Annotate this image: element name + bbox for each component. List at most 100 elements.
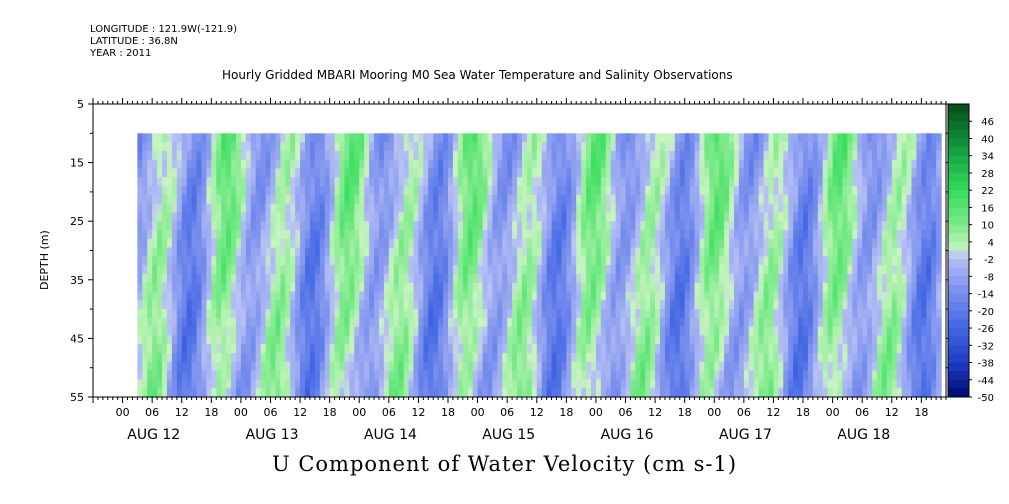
- heatmap-cell: [507, 256, 513, 266]
- heatmap-cell: [477, 247, 484, 257]
- heatmap-cell: [581, 159, 587, 170]
- heatmap-cell: [936, 150, 942, 161]
- heatmap-cell: [605, 309, 612, 319]
- heatmap-cell: [817, 133, 824, 143]
- heatmap-cell: [650, 229, 656, 240]
- heatmap-cell: [418, 361, 424, 372]
- heatmap-cell: [679, 229, 686, 240]
- heatmap-cell: [571, 168, 577, 178]
- heatmap-cell: [832, 142, 839, 152]
- heatmap-cell: [615, 370, 622, 381]
- heatmap-cell: [719, 309, 725, 319]
- heatmap-cell: [916, 203, 922, 214]
- heatmap-cell: [832, 335, 839, 345]
- heatmap-cell: [729, 159, 735, 170]
- heatmap-cell: [305, 388, 311, 398]
- heatmap-cell: [694, 326, 701, 337]
- heatmap-cell: [250, 203, 257, 214]
- heatmap-cell: [571, 194, 577, 205]
- heatmap-cell: [640, 168, 646, 178]
- heatmap-cell: [314, 194, 321, 205]
- heatmap-cell: [260, 388, 267, 398]
- heatmap-cell: [729, 247, 735, 257]
- heatmap-cell: [571, 300, 577, 310]
- heatmap-cell: [349, 309, 355, 319]
- heatmap-cell: [393, 309, 400, 319]
- heatmap-cell: [354, 168, 360, 178]
- heatmap-cell: [147, 221, 153, 231]
- heatmap-cell: [704, 203, 710, 214]
- heatmap-cell: [788, 159, 794, 170]
- heatmap-cell: [319, 273, 326, 284]
- heatmap-cell: [867, 370, 873, 381]
- heatmap-cell: [635, 177, 641, 187]
- heatmap-cell: [605, 370, 612, 381]
- heatmap-cell: [773, 265, 779, 275]
- heatmap-cell: [901, 194, 908, 205]
- heatmap-cell: [374, 203, 380, 214]
- heatmap-cell: [748, 212, 755, 222]
- heatmap-cell: [822, 291, 829, 301]
- heatmap-cell: [521, 291, 528, 301]
- heatmap-cell: [319, 159, 326, 170]
- heatmap-cell: [260, 273, 267, 284]
- heatmap-cell: [265, 177, 272, 187]
- heatmap-cell: [798, 388, 804, 398]
- heatmap-cell: [546, 273, 553, 284]
- heatmap-cell: [916, 309, 922, 319]
- heatmap-cell: [630, 150, 636, 161]
- heatmap-cell: [413, 212, 420, 222]
- heatmap-cell: [418, 282, 424, 293]
- heatmap-cell: [408, 379, 415, 389]
- heatmap-cell: [906, 335, 913, 345]
- heatmap-cell: [334, 291, 341, 301]
- heatmap-cell: [231, 194, 237, 205]
- heatmap-cell: [166, 203, 173, 214]
- heatmap-cell: [521, 300, 528, 310]
- heatmap-cell: [812, 247, 819, 257]
- heatmap-cell: [743, 344, 750, 354]
- heatmap-cell: [876, 177, 883, 187]
- heatmap-cell: [926, 379, 932, 389]
- heatmap-cell: [186, 247, 193, 257]
- heatmap-cell: [753, 168, 760, 178]
- heatmap-cell: [270, 186, 277, 196]
- heatmap-cell: [763, 247, 770, 257]
- heatmap-cell: [502, 212, 508, 222]
- heatmap-cell: [546, 247, 553, 257]
- heatmap-cell: [235, 229, 242, 240]
- heatmap-cell: [684, 291, 691, 301]
- heatmap-cell: [936, 229, 942, 240]
- heatmap-cell: [664, 370, 671, 381]
- heatmap-cell: [758, 247, 765, 257]
- heatmap-cell: [847, 361, 853, 372]
- heatmap-cell: [492, 150, 498, 161]
- heatmap-cell: [906, 388, 913, 398]
- heatmap-cell: [438, 142, 444, 152]
- heatmap-cell: [374, 159, 380, 170]
- heatmap-cell: [581, 247, 587, 257]
- heatmap-cell: [383, 344, 390, 354]
- heatmap-cell: [689, 273, 696, 284]
- heatmap-cell: [181, 203, 188, 214]
- heatmap-cell: [339, 273, 346, 284]
- heatmap-cell: [704, 159, 710, 170]
- heatmap-cell: [763, 344, 770, 354]
- heatmap-cell: [462, 335, 469, 345]
- heatmap-cell: [660, 229, 666, 240]
- heatmap-cell: [832, 186, 839, 196]
- heatmap-cell: [743, 221, 750, 231]
- heatmap-cell: [724, 159, 730, 170]
- heatmap-cell: [191, 344, 198, 354]
- heatmap-cell: [694, 300, 701, 310]
- heatmap-cell: [684, 344, 691, 354]
- heatmap-cell: [872, 247, 878, 257]
- heatmap-cell: [783, 229, 789, 240]
- heatmap-cell: [162, 300, 168, 310]
- heatmap-cell: [906, 273, 913, 284]
- heatmap-cell: [689, 335, 696, 345]
- heatmap-cell: [615, 282, 622, 293]
- heatmap-cell: [374, 265, 380, 275]
- heatmap-cell: [423, 168, 429, 178]
- heatmap-cell: [610, 194, 617, 205]
